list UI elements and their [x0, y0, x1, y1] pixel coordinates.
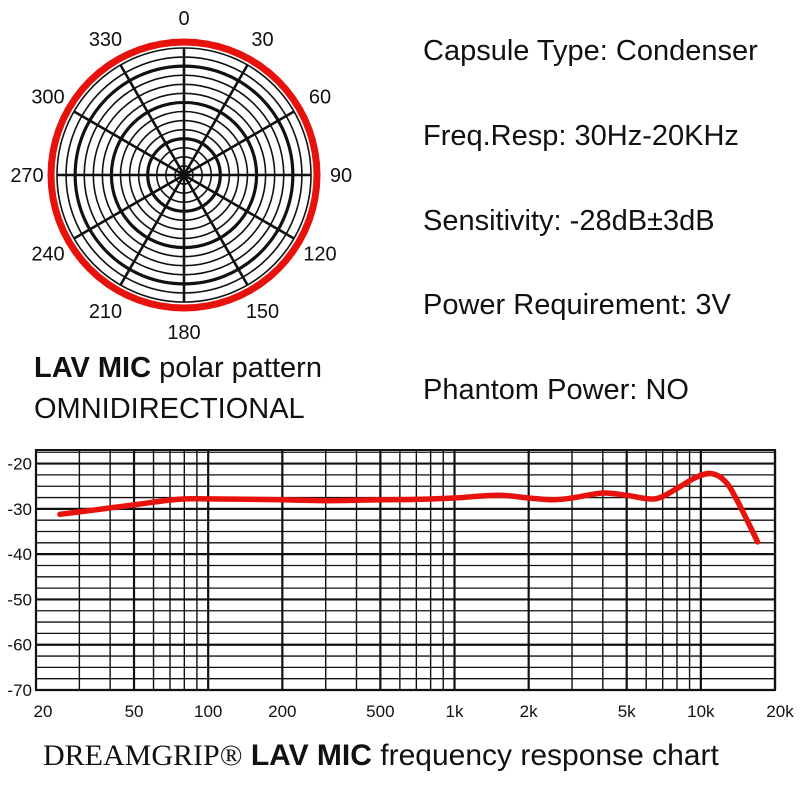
- polar-spoke: [73, 173, 185, 240]
- y-tick-label: -50: [7, 590, 32, 609]
- polar-caption-line1: LAV MIC polar pattern: [34, 352, 322, 384]
- x-tick-label: 5k: [618, 702, 636, 720]
- polar-angle-label: 0: [178, 8, 189, 30]
- polar-response-curve: [47, 38, 321, 312]
- x-tick-label: 20k: [766, 702, 794, 720]
- polar-angle-label: 120: [303, 244, 336, 266]
- y-tick-label: -20: [7, 455, 32, 474]
- x-tick-label: 1k: [446, 702, 464, 720]
- spec-sensitivity: Sensitivity: -28dB±3dB: [423, 205, 715, 237]
- polar-angle-label: 240: [31, 244, 64, 266]
- title-bold: LAV MIC: [250, 739, 372, 772]
- polar-spoke: [183, 110, 295, 177]
- spec-capsule-type: Capsule Type: Condenser: [423, 35, 758, 67]
- polar-caption-line2: OMNIDIRECTIONAL: [34, 393, 305, 425]
- x-tick-label: 20: [34, 702, 53, 720]
- y-tick-label: -30: [7, 500, 32, 519]
- polar-caption-bold: LAV MIC: [34, 352, 152, 384]
- x-tick-label: 10k: [687, 702, 715, 720]
- y-tick-label: -40: [7, 545, 32, 564]
- polar-spoke: [183, 173, 295, 240]
- polar-caption-rest: polar pattern: [151, 352, 322, 384]
- x-tick-label: 100: [194, 702, 222, 720]
- polar-angle-label: 30: [251, 29, 273, 51]
- polar-angle-label: 300: [31, 87, 64, 109]
- spec-frequency-response: Freq.Resp: 30Hz-20KHz: [423, 120, 739, 152]
- plot-frame: [35, 449, 776, 691]
- polar-spoke: [73, 110, 185, 177]
- polar-angle-label: 330: [89, 29, 122, 51]
- polar-angle-label: 270: [10, 165, 43, 187]
- spec-power-requirement: Power Requirement: 3V: [423, 289, 731, 321]
- x-tick-label: 200: [268, 702, 296, 720]
- frequency-response-curve: [57, 470, 761, 545]
- polar-angle-label: 210: [89, 301, 122, 323]
- polar-spoke: [119, 64, 186, 176]
- x-tick-label: 2k: [520, 702, 538, 720]
- polar-angle-label: 90: [330, 165, 352, 187]
- polar-spoke: [182, 174, 249, 286]
- title-rest: frequency response chart: [380, 739, 719, 772]
- polar-spoke: [182, 64, 249, 176]
- polar-angle-label: 60: [309, 87, 331, 109]
- x-tick-label: 500: [366, 702, 394, 720]
- polar-angle-label: 180: [167, 322, 200, 344]
- brand-name: DREAMGRIP®: [43, 739, 243, 772]
- polar-angle-label: 150: [246, 301, 279, 323]
- polar-spoke: [119, 174, 186, 286]
- chart-title: DREAMGRIP® LAV MIC frequency response ch…: [43, 739, 719, 773]
- y-tick-label: -60: [7, 636, 32, 655]
- spec-phantom-power: Phantom Power: NO: [423, 374, 689, 406]
- x-tick-label: 50: [125, 702, 144, 720]
- polar-chart: 0 30 60 90 120 150 180 210 240 270 300 330: [10, 8, 352, 344]
- y-tick-label: -70: [7, 681, 32, 700]
